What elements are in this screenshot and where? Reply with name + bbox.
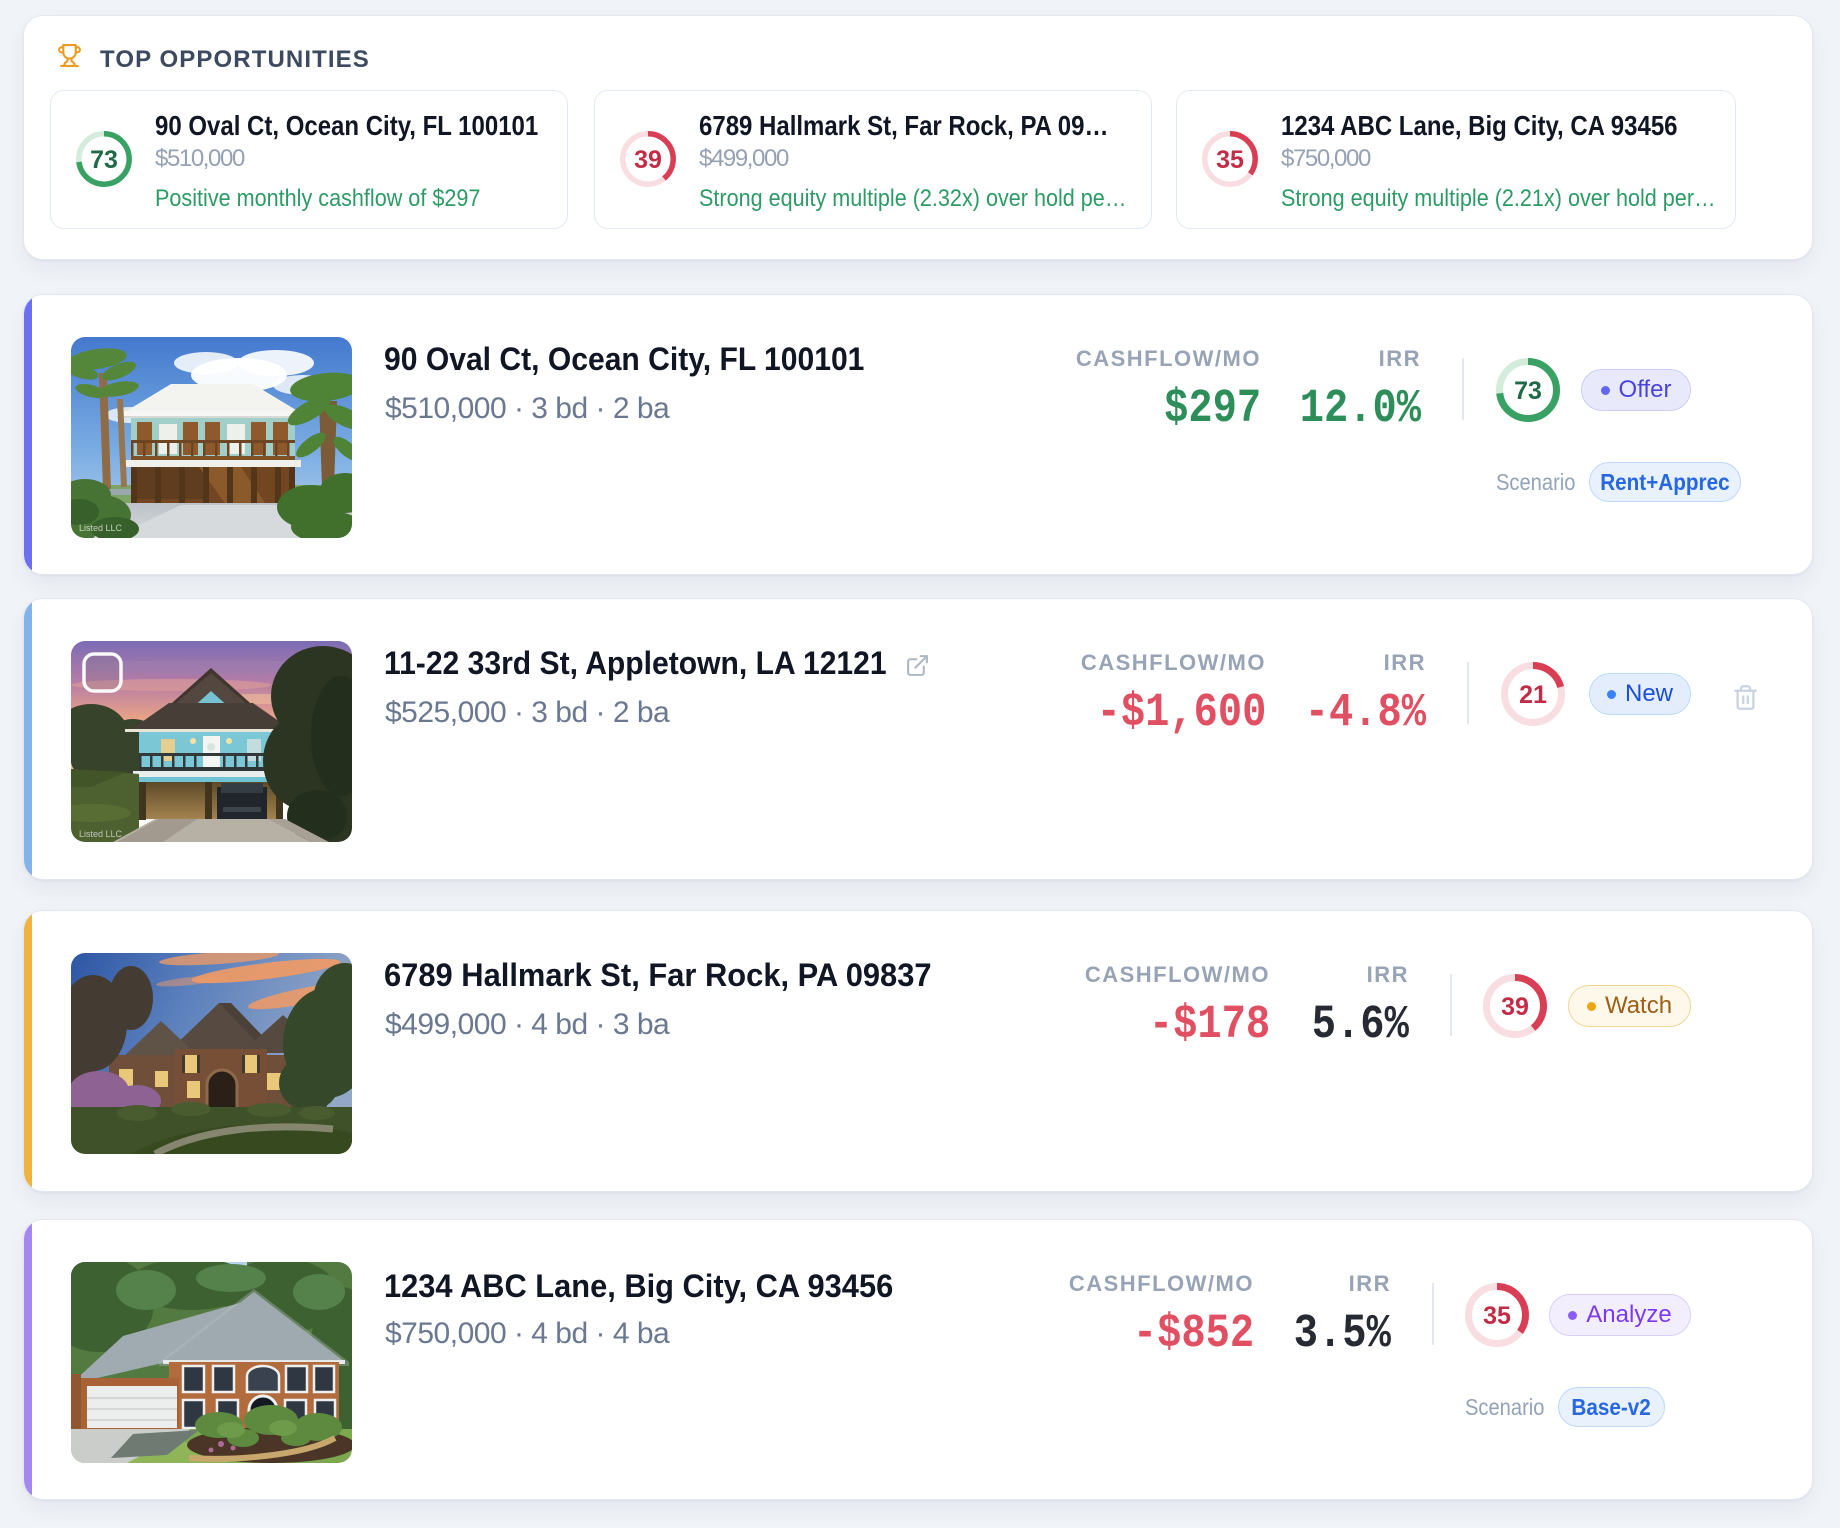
svg-text:39: 39 [1501, 993, 1529, 1021]
svg-text:73: 73 [1514, 377, 1542, 405]
svg-text:35: 35 [1483, 1302, 1511, 1330]
svg-text:73: 73 [90, 146, 118, 174]
svg-text:35: 35 [1216, 146, 1244, 174]
svg-text:39: 39 [634, 146, 662, 174]
svg-text:Listed LLC: Listed LLC [79, 523, 123, 533]
svg-text:21: 21 [1519, 681, 1547, 709]
svg-text:Listed LLC: Listed LLC [79, 829, 123, 839]
